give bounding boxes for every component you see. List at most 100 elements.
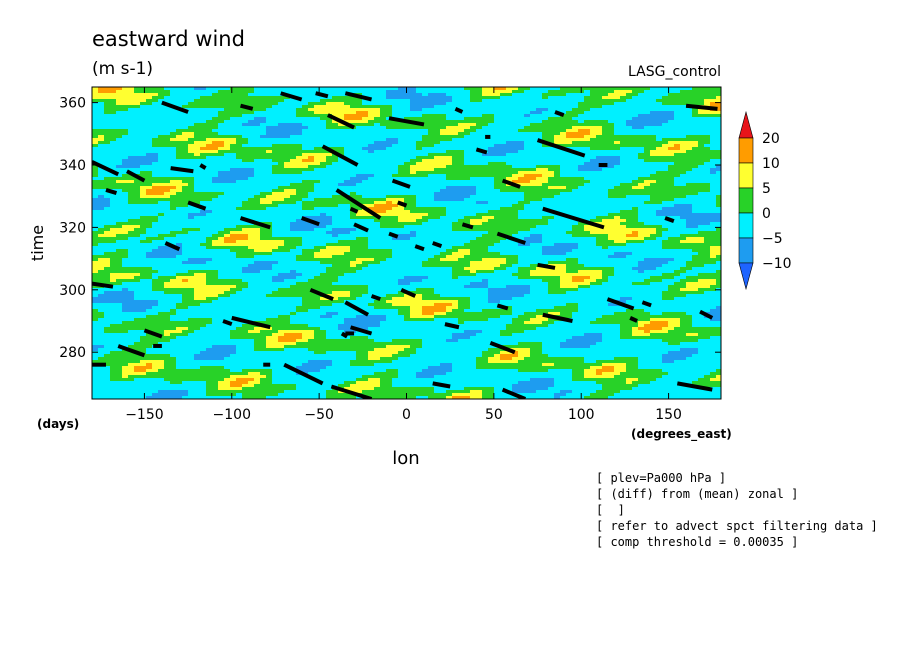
field-cell [320,132,327,136]
field-cell [494,117,501,121]
field-cell [632,105,639,109]
field-cell [554,132,561,136]
field-cell [656,192,663,196]
field-cell [608,198,615,202]
field-cell [470,156,477,160]
field-cell [644,147,651,151]
field-cell [194,126,201,130]
field-cell [422,111,429,115]
field-cell [152,180,159,184]
field-cell [608,135,615,139]
field-cell [326,87,333,91]
field-cell [314,117,321,121]
field-cell [278,222,285,226]
field-cell [512,135,519,139]
field-cell [542,198,549,202]
field-cell [392,216,399,220]
field-cell [584,141,591,145]
field-cell [254,159,261,163]
field-cell [242,123,249,127]
field-cell [446,99,453,103]
field-cell [110,105,117,109]
field-cell [128,120,135,124]
field-cell [122,207,129,211]
field-cell [668,108,675,112]
field-cell [674,114,681,118]
field-cell [104,177,111,181]
field-cell [314,174,321,178]
field-cell [254,162,261,166]
field-cell [704,141,711,145]
field-cell [476,198,483,202]
field-cell [668,183,675,187]
field-cell [116,192,123,196]
field-cell [230,105,237,109]
field-cell [476,129,483,133]
field-cell [248,90,255,94]
field-cell [368,90,375,94]
field-cell [356,156,363,160]
field-cell [698,162,705,166]
field-cell [704,165,711,169]
field-cell [272,198,279,202]
field-cell [704,174,711,178]
field-cell [116,99,123,103]
field-cell [548,156,555,160]
field-cell [644,207,651,211]
field-cell [356,126,363,130]
field-cell [350,213,357,217]
field-cell [620,222,627,226]
field-cell [188,96,195,100]
field-cell [446,150,453,154]
field-cell [278,132,285,136]
field-cell [500,126,507,130]
field-cell [386,213,393,217]
field-cell [458,186,465,190]
field-cell [644,189,651,193]
field-cell [290,105,297,109]
field-cell [578,195,585,199]
field-cell [542,120,549,124]
field-cell [602,123,609,127]
field-cell [134,186,141,190]
field-cell [278,159,285,163]
field-cell [578,147,585,151]
field-cell [296,159,303,163]
field-cell [158,195,165,199]
field-cell [242,114,249,118]
field-cell [368,171,375,175]
field-cell [650,213,657,217]
field-cell [422,156,429,160]
field-cell [464,135,471,139]
field-cell [212,189,219,193]
field-cell [524,126,531,130]
field-cell [704,156,711,160]
field-cell [326,165,333,169]
field-cell [338,108,345,112]
field-cell [500,153,507,157]
field-cell [104,144,111,148]
field-cell [242,186,249,190]
field-cell [170,87,177,91]
field-cell [554,189,561,193]
field-cell [548,171,555,175]
field-cell [422,102,429,106]
field-cell [464,207,471,211]
field-cell [296,201,303,205]
field-cell [320,123,327,127]
field-cell [494,108,501,112]
field-cell [530,180,537,184]
field-cell [266,195,273,199]
field-cell [482,108,489,112]
field-cell [92,102,99,106]
field-cell [680,96,687,100]
field-cell [242,156,249,160]
field-cell [260,165,267,169]
field-cell [164,105,171,109]
field-cell [578,93,585,97]
field-cell [446,213,453,217]
field-cell [218,186,225,190]
field-cell [434,147,441,151]
field-cell [428,189,435,193]
field-cell [602,183,609,187]
